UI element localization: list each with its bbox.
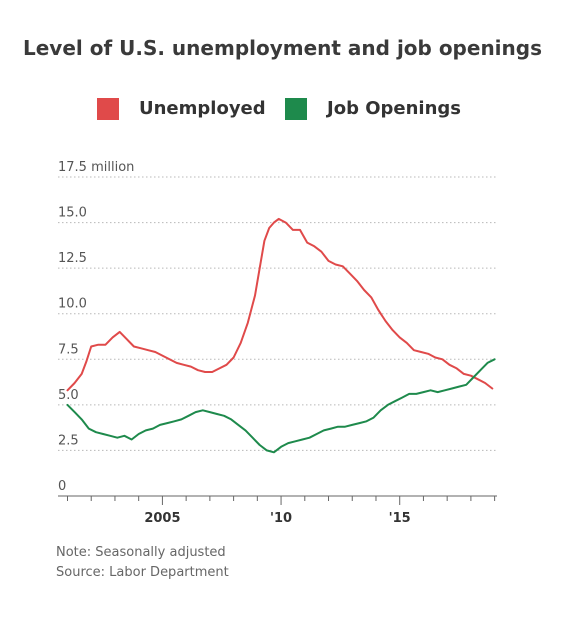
- x-tick-label: '10: [270, 511, 292, 526]
- y-tick-label: 15.0: [58, 206, 87, 221]
- legend-swatch-unemployed: [97, 98, 119, 120]
- notes: Note: Seasonally adjusted Source: Labor …: [56, 543, 229, 583]
- note-text: Note: Seasonally adjusted: [56, 545, 226, 560]
- y-tick-label: 5.0: [58, 388, 79, 403]
- x-tick-label: 2005: [144, 511, 180, 526]
- chart-title: Level of U.S. unemployment and job openi…: [23, 36, 542, 60]
- x-axis: 2005 '10 '15: [58, 495, 497, 526]
- legend: Unemployed Job Openings: [0, 96, 565, 126]
- y-tick-label: 7.5: [58, 342, 79, 357]
- grid: [58, 176, 497, 451]
- y-tick-label: 17.5 million: [58, 160, 134, 175]
- series-line-unemployed: [66, 217, 494, 392]
- series-line-job-openings: [66, 358, 496, 454]
- y-tick-label: 2.5: [58, 433, 79, 448]
- y-tick-label: 10.0: [58, 297, 87, 312]
- legend-label-job-openings: Job Openings: [327, 98, 462, 119]
- y-tick-label: 0: [58, 479, 66, 494]
- legend-label-unemployed: Unemployed: [139, 98, 266, 119]
- y-axis-labels: 0 2.5 5.0 7.5 10.0 12.5 15.0 17.5 million: [58, 160, 134, 494]
- legend-swatch-job-openings: [285, 98, 307, 120]
- source-text: Source: Labor Department: [56, 565, 229, 580]
- y-tick-label: 12.5: [58, 251, 87, 266]
- series-lines: [66, 217, 496, 454]
- x-tick-label: '15: [389, 511, 411, 526]
